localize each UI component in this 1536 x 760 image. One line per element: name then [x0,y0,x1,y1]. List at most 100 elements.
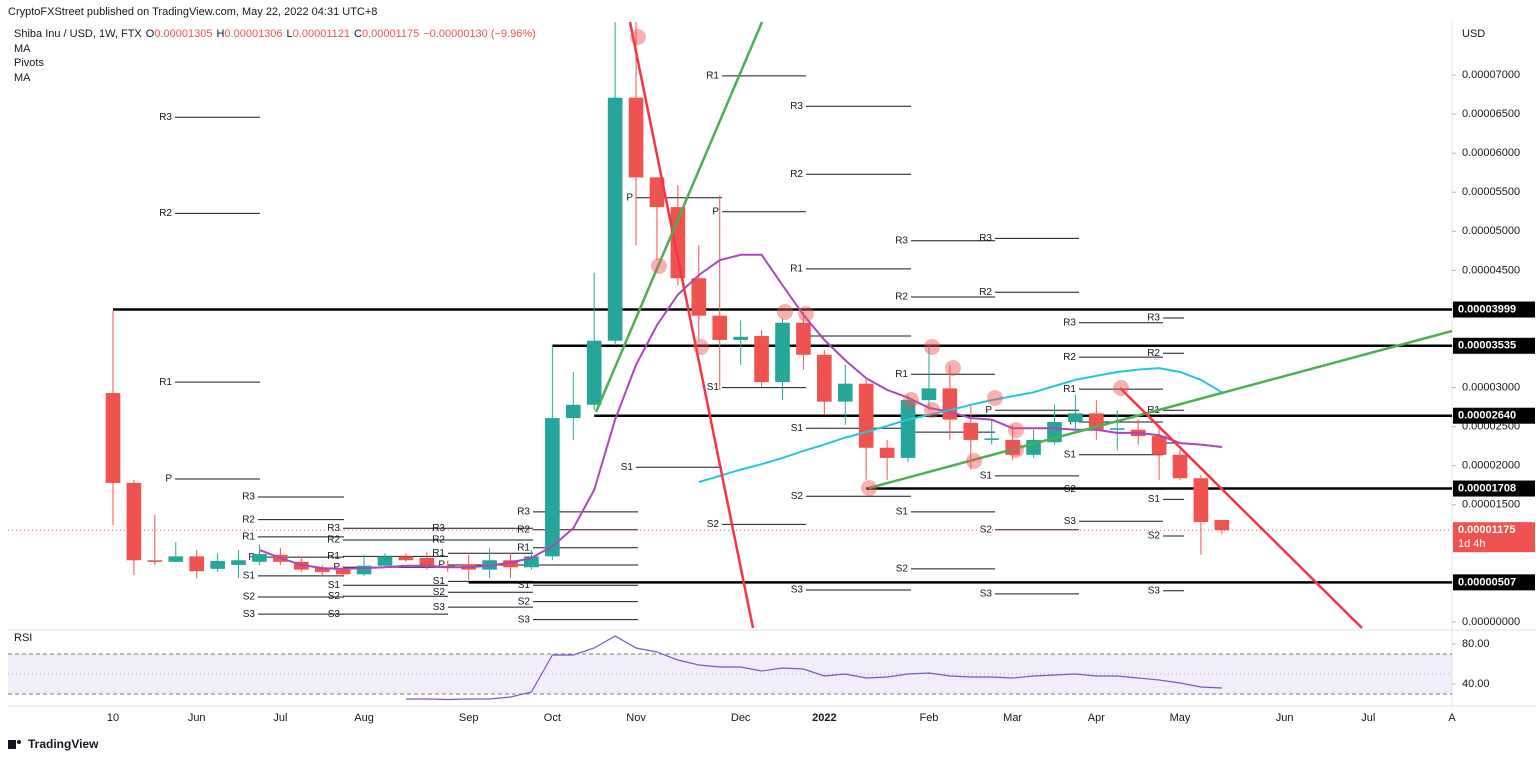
x-tick-label: Apr [1088,712,1105,724]
candle-body [1151,436,1167,455]
candle-body [879,447,895,458]
ohlc-value: 0.00001305 [154,28,212,40]
brand: TradingView [28,737,99,751]
rsi-line [405,635,1222,701]
candle-body [1068,413,1083,422]
y-tick-label: 0.00005500 [1462,186,1520,198]
pivot-label: R2 [517,524,530,535]
candle-body [398,556,414,561]
pivot-label: P [1069,417,1076,428]
indicator-label: MA [14,72,31,84]
candles-layer [105,21,1230,701]
logo-mark [17,740,21,744]
pivot-label: S3 [980,588,993,599]
pivot-label: R3 [242,492,255,503]
pivot-label: R1 [159,377,172,388]
y-tick-label: 0.00000000 [1462,616,1520,628]
moving-average [259,253,1223,570]
x-tick-label: Oct [544,712,561,724]
candle-body [1214,520,1230,531]
level-label: 0.00000507 [1458,576,1516,588]
pivot-label: S2 [433,587,446,598]
pivot-label: S2 [791,491,804,502]
pivot-label: R2 [432,535,445,546]
x-tick-label: Feb [919,712,938,724]
candle-body [733,336,748,340]
pivot-label: S1 [433,576,446,587]
pivot-label: R3 [895,235,908,246]
touch-marker [777,304,793,320]
indicator-label: Pivots [14,57,44,69]
pivot-label: S1 [707,382,720,393]
touch-marker [945,360,961,376]
candle-body [105,393,121,483]
rsi-label: RSI [14,632,32,644]
pivot-label: S1 [1148,494,1161,505]
touch-marker [693,339,709,355]
y-tick-label: 0.00002000 [1462,460,1520,472]
symbol: Shiba Inu / USD, 1W, FTX [14,28,142,40]
level-box [1453,337,1535,354]
candle-body [796,322,811,355]
candle-body [858,383,874,448]
touch-marker [798,306,814,322]
pivot-label: R3 [159,112,172,123]
y-tick-label: 0.00005000 [1462,225,1520,237]
y-tick-label: 0.00001500 [1462,499,1520,511]
x-tick-label: 2022 [812,712,836,724]
touch-marker [903,392,919,408]
pivot-label: R1 [706,70,719,81]
pivot-label: S3 [791,585,804,596]
touch-marker [630,29,646,45]
pivot-label: S2 [1148,531,1161,542]
pivot-label: S2 [707,519,720,530]
pivot-label: S1 [328,580,341,591]
x-tick-label: Jun [1276,712,1294,724]
rsi-tick-label: 40.00 [1462,678,1490,690]
candle-body [817,354,832,402]
legend-row: Shiba Inu / USD, 1W, FTX O0.00001305 H0.00… [14,28,536,40]
pivot-label: R3 [517,506,530,517]
level-label: 0.00003999 [1458,303,1516,315]
pivot-label: S3 [328,609,341,620]
candle-body [754,336,769,383]
candle-body [503,560,518,568]
pivot-label: P [712,206,719,217]
candle-body [231,560,246,565]
published-note: CryptoFXStreet published on TradingView.… [8,6,377,18]
level-box [1453,301,1535,318]
y-tick-label: 0.00003000 [1462,381,1520,393]
pivot-label: R2 [1063,352,1076,363]
pivot-label: P [333,562,340,573]
level-box [1453,480,1535,497]
trendline [1119,387,1363,629]
pivot-label: S1 [621,462,634,473]
ohlc-key: L [287,28,293,40]
pivot-label: P [985,405,992,416]
rsi-tick-label: 80.00 [1462,638,1490,650]
countdown: 1d 4h [1458,538,1486,550]
touch-marker [1008,442,1024,458]
pivot-label: S3 [1064,516,1077,527]
candle-body [712,315,728,340]
pivot-label: R2 [159,208,172,219]
candle-body [377,556,393,566]
candle-body [545,418,560,557]
pivot-label: R1 [790,263,803,274]
level-label: 0.00001708 [1458,482,1516,494]
candle-body [837,383,853,402]
candle-body [189,556,205,572]
touch-marker [861,480,877,496]
last-price-box [1453,522,1535,553]
pivot-label: R1 [895,369,908,380]
candle-body [670,207,686,279]
candle-body [419,557,435,566]
candle-body [775,322,790,383]
pivot-label: S1 [243,571,256,582]
indicator-label: MA [14,43,31,55]
pivot-label: R3 [1147,313,1160,324]
change: −0.00000130 (−9.96%) [423,28,536,40]
touch-marker [651,258,667,274]
x-tick-label: Mar [1003,712,1022,724]
